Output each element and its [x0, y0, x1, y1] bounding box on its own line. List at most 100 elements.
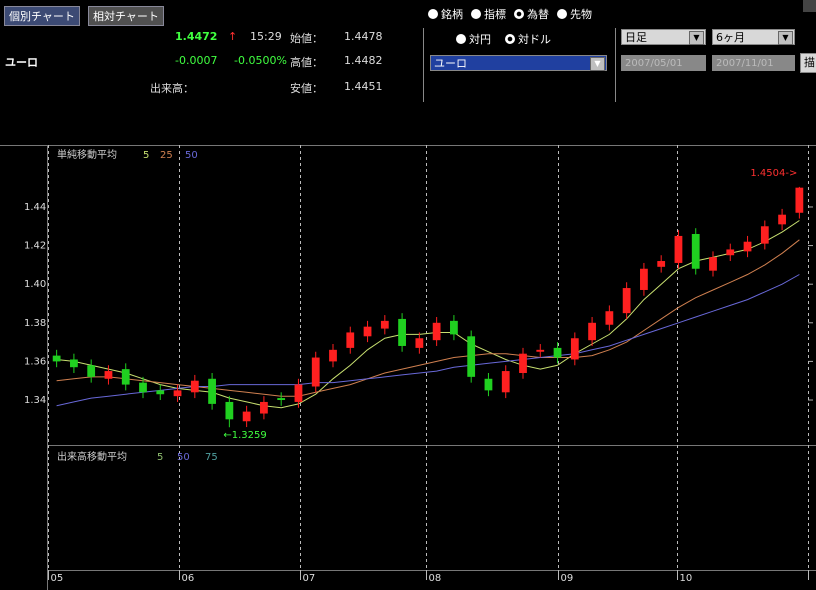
candle-body: [139, 382, 147, 393]
legend-label: 5: [157, 452, 163, 463]
candle-body: [795, 187, 804, 213]
radio-option[interactable]: 対円: [456, 33, 491, 46]
change-pct: -0.0500%: [234, 54, 287, 67]
radio: [505, 34, 515, 44]
select-text: 日足: [625, 31, 647, 44]
candle-body: [156, 390, 165, 395]
candle-body: [709, 257, 717, 271]
radio-option[interactable]: 指標: [471, 8, 506, 21]
market-radios: 銘柄 指標 為替 先物: [428, 6, 600, 22]
period-select[interactable]: 日足 ▼: [621, 29, 706, 45]
label: 高値：: [290, 56, 323, 69]
draw-button[interactable]: 描: [800, 53, 816, 73]
radio-label: 銘柄: [441, 8, 463, 21]
radio-label: 対円: [469, 33, 491, 46]
tab[interactable]: 個別チャート: [4, 6, 80, 26]
value: 1.4482: [344, 54, 383, 67]
range-select[interactable]: 6ヶ月 ▼: [712, 29, 795, 45]
candle-body: [190, 380, 199, 393]
legend-label: 50: [177, 452, 190, 463]
candle-body: [588, 322, 596, 341]
legend-title: 出来高移動平均: [57, 450, 127, 463]
candle-body: [294, 384, 303, 402]
candle-body: [208, 378, 216, 404]
tab[interactable]: 相対チャート: [88, 6, 164, 26]
currency-select[interactable]: ユーロ ▼: [430, 55, 607, 71]
value: 1.4478: [344, 30, 383, 43]
radio-label: 指標: [484, 8, 506, 21]
candle-body: [640, 268, 648, 290]
arrow: ▼: [689, 31, 704, 45]
candle-body: [570, 338, 579, 360]
candle-body: [484, 378, 493, 391]
change: -0.0007: [175, 54, 218, 67]
candle-body: [501, 371, 510, 393]
radio-option[interactable]: 銘柄: [428, 8, 463, 21]
y-tick-label: 1.36: [24, 356, 46, 367]
currency-radios: 対円 対ドル: [456, 31, 565, 47]
radio: [514, 9, 524, 19]
y-tick-label: 1.44: [24, 202, 46, 213]
arrow: ▼: [778, 31, 793, 45]
candle-body: [743, 241, 752, 252]
radio: [428, 9, 438, 19]
candle-body: [363, 326, 372, 337]
candle-body: [450, 320, 458, 335]
date-to[interactable]: 2007/11/01: [712, 55, 795, 71]
candle-body: [52, 355, 61, 362]
candle-body: [657, 261, 666, 267]
arrow: ↑: [228, 30, 238, 43]
candle-body: [173, 390, 182, 397]
legend-label: 50: [185, 150, 198, 161]
radio-label: 対ドル: [518, 33, 551, 46]
candle-body: [225, 401, 234, 420]
radio: [471, 9, 481, 19]
candle-body: [260, 401, 268, 414]
radio-label: 先物: [570, 8, 592, 21]
ma-line: [56, 239, 800, 397]
button-text: 描: [804, 56, 815, 69]
divider: [423, 28, 424, 102]
candle-body: [121, 369, 130, 385]
radio-label: 為替: [527, 8, 549, 21]
value: 1.4451: [344, 80, 383, 93]
x-tick-label: 05: [51, 573, 64, 584]
divider: [615, 28, 616, 102]
label: 始値：: [290, 32, 323, 45]
candle-body: [432, 322, 441, 341]
candle-body: [553, 347, 562, 358]
radio-option[interactable]: 先物: [557, 8, 592, 21]
radio-option[interactable]: 為替: [514, 8, 549, 21]
candle-body: [605, 311, 614, 325]
candle-body: [104, 371, 113, 379]
candle-body: [242, 411, 251, 422]
candle-body: [691, 233, 700, 269]
date-from[interactable]: 2007/05/01: [621, 55, 706, 71]
candle-body: [726, 249, 735, 256]
label: 安値：: [290, 82, 323, 95]
select-text: ユーロ: [434, 57, 467, 70]
candle-body: [277, 398, 286, 401]
candle-body: [536, 349, 545, 352]
label: 出来高：: [150, 82, 194, 95]
price: 1.4472: [175, 30, 218, 43]
select-text: 6ヶ月: [716, 31, 745, 44]
low-label: ←1.3259: [223, 430, 266, 441]
legend-title: 単純移動平均: [57, 148, 117, 161]
radio: [557, 9, 567, 19]
candle-body: [398, 318, 406, 346]
x-tick-label: 07: [303, 573, 316, 584]
y-tick-label: 1.34: [24, 395, 46, 406]
x-tick-label: 06: [182, 573, 195, 584]
y-tick-label: 1.38: [24, 318, 46, 329]
chart: 1.34 1.36 1.38 1.40 1.42 1.44 05 06 07 08 09 10 単純移動…: [0, 145, 816, 590]
scroll: [803, 0, 816, 12]
candle-body: [380, 320, 389, 329]
candle-body: [70, 359, 78, 368]
x-tick-label: 08: [429, 573, 442, 584]
candle-body: [415, 338, 424, 348]
radio: [456, 34, 466, 44]
ma-line: [56, 220, 800, 409]
radio-option[interactable]: 対ドル: [505, 33, 551, 46]
